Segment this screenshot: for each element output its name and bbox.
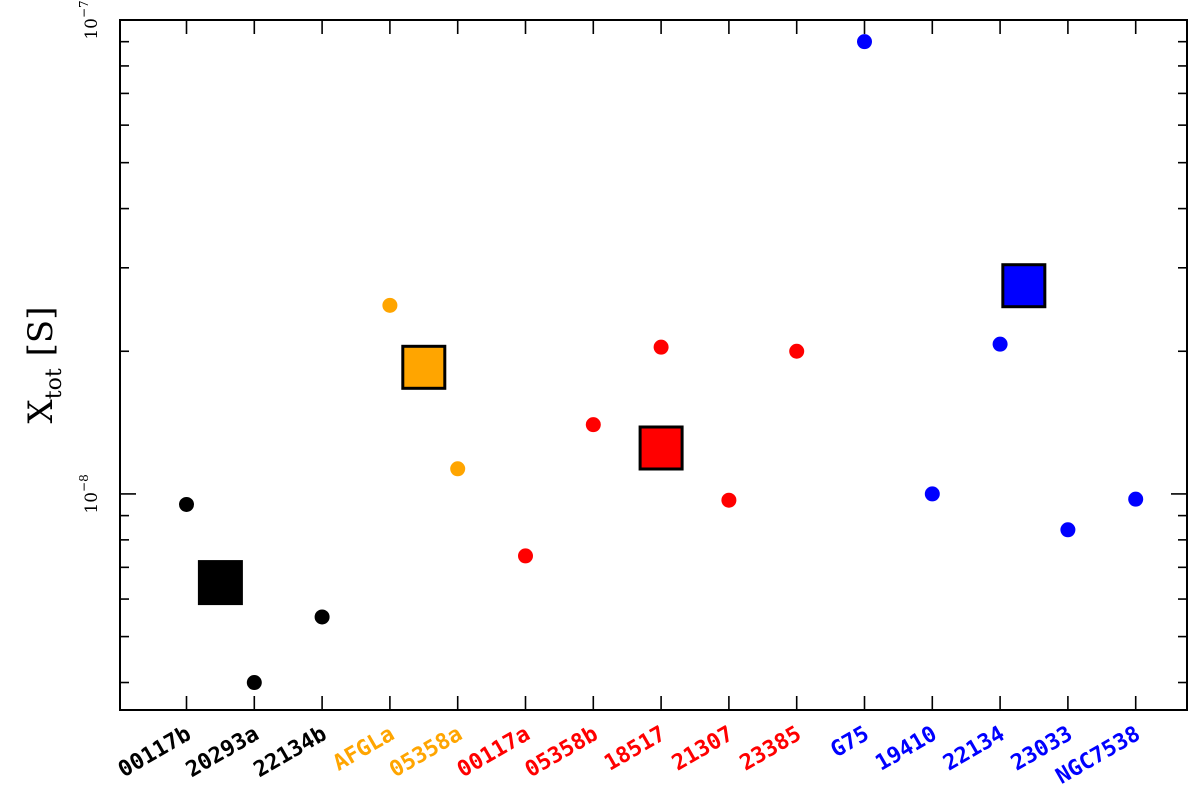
y-tick-label-exponent: −8 bbox=[77, 474, 91, 492]
x-tick-label: 00117a bbox=[453, 722, 534, 783]
axis-ticks bbox=[120, 19, 1187, 710]
data-point bbox=[314, 609, 330, 625]
data-point bbox=[518, 548, 533, 564]
y-axis-label-group: Xtot [S] bbox=[21, 307, 67, 424]
y-axis-label: Xtot [S] bbox=[21, 307, 67, 424]
x-tick-label: 05358b bbox=[521, 722, 602, 783]
group-mean-square-blue bbox=[1001, 263, 1047, 309]
x-tick-label: 22134b bbox=[250, 722, 331, 783]
data-point bbox=[924, 486, 940, 502]
data-point bbox=[450, 461, 466, 477]
x-tick-label: 18517 bbox=[600, 722, 670, 777]
data-point bbox=[382, 297, 398, 313]
data-point bbox=[1128, 491, 1144, 507]
plot-border bbox=[119, 19, 1188, 711]
data-point bbox=[1060, 522, 1076, 538]
y-tick-label-base: 10 bbox=[82, 18, 102, 40]
y-tick-label: 10−7 bbox=[77, 0, 102, 39]
data-point bbox=[585, 417, 601, 433]
data-point bbox=[721, 492, 737, 508]
y-tick-label-text: 10−7 bbox=[77, 0, 102, 39]
y-tick-label-base: 10 bbox=[82, 492, 102, 514]
data-point bbox=[857, 34, 872, 50]
x-tick-label: 22134 bbox=[939, 722, 1009, 777]
x-tick-label: 00117b bbox=[114, 722, 195, 783]
data-points bbox=[179, 34, 1144, 691]
y-axis-label-text: Xtot [S] bbox=[21, 307, 67, 424]
x-tick-label: 19410 bbox=[871, 722, 941, 777]
group-mean-markers bbox=[197, 263, 1047, 606]
y-tick-label: 10−8 bbox=[77, 474, 102, 513]
data-point bbox=[653, 339, 669, 355]
x-tick-label: 23385 bbox=[736, 722, 806, 777]
data-point bbox=[992, 336, 1008, 352]
x-tick-label: 05358a bbox=[385, 722, 466, 783]
y-tick-labels: 10−810−7 bbox=[77, 0, 102, 513]
y-tick-label-text: 10−8 bbox=[77, 474, 102, 513]
data-point bbox=[179, 496, 194, 512]
y-axis-label-subscript: tot bbox=[42, 368, 67, 399]
group-mean-square-red bbox=[638, 425, 684, 471]
plot-frame bbox=[119, 19, 1188, 711]
x-tick-label: G75 bbox=[827, 722, 874, 764]
group-mean-square-orange bbox=[401, 344, 447, 390]
data-point bbox=[789, 343, 805, 359]
x-tick-label: 20293a bbox=[182, 722, 263, 783]
group-mean-square-black bbox=[197, 560, 243, 606]
y-axis-label-main: X bbox=[21, 398, 61, 423]
data-point bbox=[246, 675, 262, 691]
x-tick-labels: 00117b20293a22134bAFGLa05358a00117a05358… bbox=[114, 722, 1145, 790]
x-tick-label: 21307 bbox=[668, 722, 738, 777]
y-axis-label-unit: [S] bbox=[21, 307, 61, 357]
y-tick-label-exponent: −7 bbox=[77, 0, 91, 18]
